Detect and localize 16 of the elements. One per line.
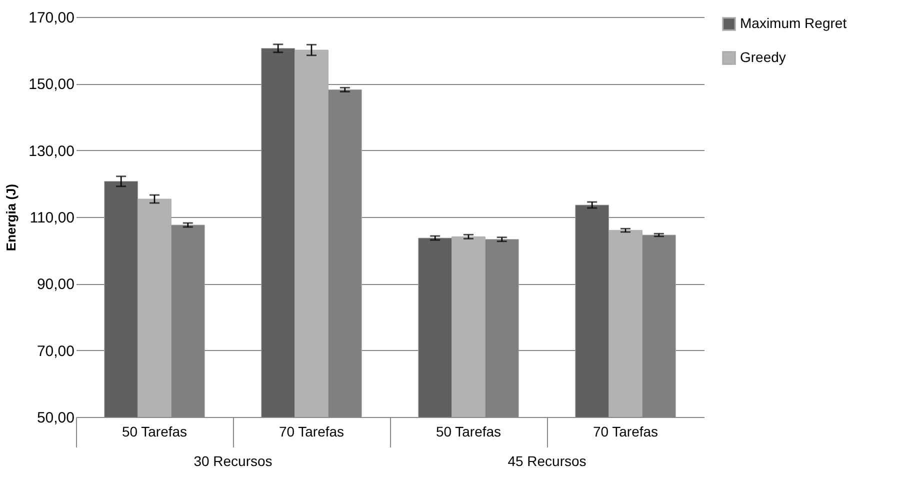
legend-label: Maximum Regret xyxy=(740,15,847,31)
y-tick-label: 170,00 xyxy=(28,10,74,26)
y-tick-label: 50,00 xyxy=(36,410,74,426)
text: 30 Recursos xyxy=(194,453,272,469)
y-tick-label: 150,00 xyxy=(28,76,74,94)
y-tick-label: 110,00 xyxy=(30,210,74,226)
text: 45 Recursos xyxy=(508,453,586,469)
y-tick-label: 130,00 xyxy=(28,142,74,160)
x-tick-label: 70 Tarefas xyxy=(278,424,344,440)
y-tick-label: 70,00 xyxy=(36,342,74,360)
y-tick-label: 90,00 xyxy=(36,276,74,294)
x-tick-label: 50 Tarefas xyxy=(122,424,188,440)
x-tick-label: 50 Tarefas xyxy=(436,424,502,440)
y-axis-title: Energia (J) xyxy=(4,184,19,252)
legend-label: Greedy xyxy=(740,49,786,65)
x-tick-label: 70 Tarefas xyxy=(592,424,658,440)
